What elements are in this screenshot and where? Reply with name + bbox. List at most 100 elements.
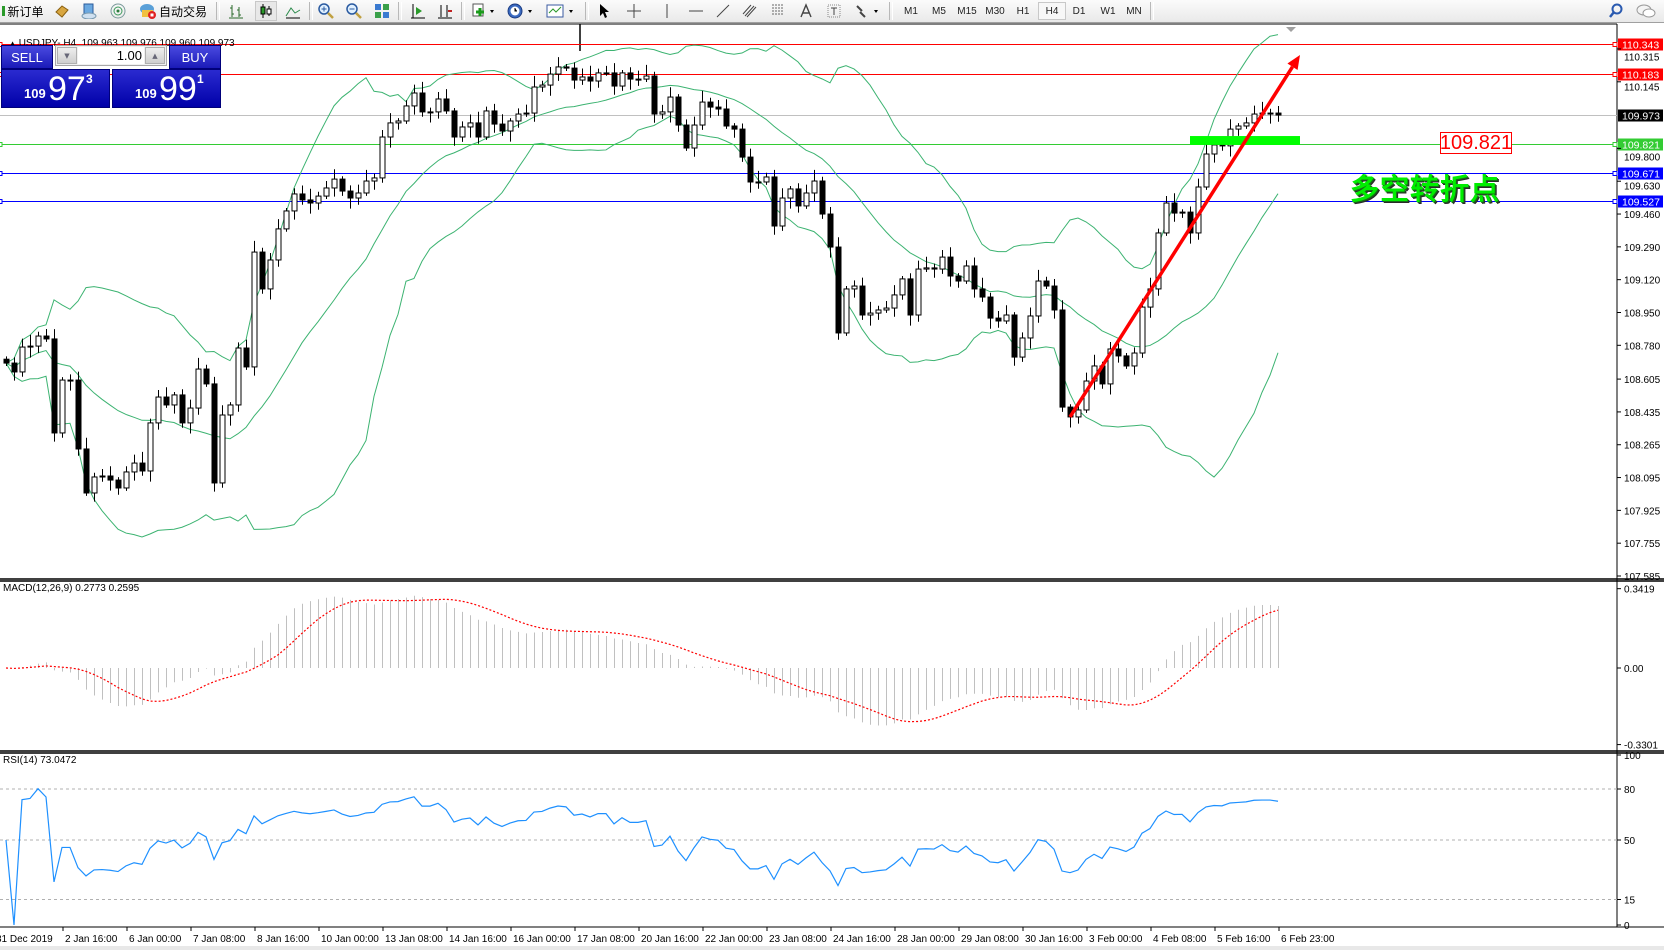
candle[interactable] — [1147, 277, 1154, 318]
candle[interactable] — [75, 371, 82, 456]
candle[interactable] — [283, 208, 290, 232]
text-label-icon[interactable] — [825, 2, 843, 20]
candle[interactable] — [147, 418, 154, 482]
candle[interactable] — [99, 468, 106, 482]
timeframe-w1[interactable]: W1 — [1100, 5, 1116, 17]
candle[interactable] — [459, 121, 466, 142]
candle[interactable] — [867, 301, 874, 326]
candle[interactable] — [323, 180, 330, 199]
price-label-annotation[interactable]: 109.821 — [1439, 131, 1513, 154]
timeframe-m5[interactable]: M5 — [932, 5, 946, 17]
navigator-icon[interactable] — [80, 2, 98, 20]
candle[interactable] — [987, 292, 994, 329]
candle[interactable] — [83, 437, 90, 496]
candle[interactable] — [643, 64, 650, 82]
candle[interactable] — [443, 89, 450, 114]
equidistant-channel-icon[interactable] — [741, 2, 759, 20]
candle[interactable] — [1003, 305, 1010, 324]
candle[interactable] — [227, 402, 234, 426]
timeframe-m30[interactable]: M30 — [985, 5, 1005, 17]
candle[interactable] — [27, 334, 34, 358]
signals-icon[interactable] — [109, 2, 127, 20]
candle[interactable] — [875, 305, 882, 320]
candle[interactable] — [291, 188, 298, 220]
candle[interactable] — [923, 256, 930, 272]
candle[interactable] — [563, 64, 570, 71]
candle[interactable] — [67, 374, 74, 391]
candle[interactable] — [307, 188, 314, 214]
candle[interactable] — [979, 277, 986, 302]
candle[interactable] — [859, 277, 866, 320]
candle[interactable] — [243, 339, 250, 370]
trend-arrow-line[interactable] — [1068, 65, 1294, 418]
candle[interactable] — [419, 81, 426, 117]
candle[interactable] — [195, 357, 202, 415]
candle[interactable] — [155, 390, 162, 430]
candle[interactable] — [715, 100, 722, 116]
candle[interactable] — [723, 99, 730, 129]
chart-shift-icon[interactable] — [436, 2, 454, 20]
candle[interactable] — [771, 169, 778, 235]
timeframe-m1[interactable]: M1 — [904, 5, 918, 17]
line-handle[interactable] — [1612, 42, 1618, 47]
candle[interactable] — [699, 90, 706, 130]
auto-scroll-icon[interactable] — [409, 2, 427, 20]
candle[interactable] — [651, 71, 658, 123]
candle[interactable] — [779, 188, 786, 231]
ask-price-button[interactable]: 109 99 1 — [112, 69, 221, 108]
candle[interactable] — [275, 219, 282, 267]
arrow-head-icon[interactable] — [1287, 54, 1300, 70]
candle[interactable] — [19, 338, 26, 377]
candle[interactable] — [939, 250, 946, 274]
candle[interactable] — [531, 75, 538, 122]
candle[interactable] — [755, 170, 762, 189]
candle[interactable] — [819, 176, 826, 219]
bar-chart-icon[interactable] — [227, 2, 245, 20]
chat-icon[interactable] — [1634, 2, 1658, 20]
candle[interactable] — [1011, 312, 1018, 366]
tile-windows-icon[interactable] — [373, 2, 391, 20]
candle[interactable] — [707, 97, 714, 118]
vertical-line-icon[interactable] — [658, 2, 676, 20]
candle[interactable] — [211, 376, 218, 492]
candle[interactable] — [259, 247, 266, 294]
candle[interactable] — [1131, 347, 1138, 375]
candle[interactable] — [187, 399, 194, 434]
candle[interactable] — [915, 260, 922, 322]
candle[interactable] — [131, 454, 138, 481]
candle[interactable] — [387, 113, 394, 148]
candle[interactable] — [947, 247, 954, 287]
indicators-button[interactable] — [470, 2, 498, 20]
candle[interactable] — [955, 273, 962, 288]
candle[interactable] — [899, 276, 906, 300]
candle[interactable] — [787, 186, 794, 209]
periods-button[interactable] — [506, 2, 536, 20]
candle[interactable] — [763, 172, 770, 185]
candle[interactable] — [1139, 298, 1146, 358]
candle[interactable] — [971, 257, 978, 298]
candle[interactable] — [579, 68, 586, 85]
bid-price-button[interactable]: 109 97 3 — [1, 69, 110, 108]
text-annotation[interactable]: 多空转折点 — [1350, 172, 1501, 206]
sell-button[interactable]: SELL — [1, 45, 53, 69]
candle[interactable] — [123, 466, 130, 491]
candle[interactable] — [507, 118, 514, 142]
candle[interactable] — [1163, 195, 1170, 236]
candle[interactable] — [451, 108, 458, 146]
candle[interactable] — [1179, 209, 1186, 218]
candle[interactable] — [1155, 228, 1162, 296]
candle[interactable] — [163, 387, 170, 408]
buy-button[interactable]: BUY — [169, 45, 221, 69]
line-handle[interactable] — [1612, 72, 1618, 77]
candle[interactable] — [811, 169, 818, 202]
candle[interactable] — [467, 114, 474, 138]
candle[interactable] — [595, 68, 602, 88]
candle[interactable] — [1059, 300, 1066, 412]
candle[interactable] — [267, 252, 274, 300]
candle[interactable] — [739, 123, 746, 162]
candle[interactable] — [1267, 108, 1274, 124]
candle[interactable] — [539, 80, 546, 92]
candle[interactable] — [475, 111, 482, 144]
candle[interactable] — [747, 148, 754, 193]
